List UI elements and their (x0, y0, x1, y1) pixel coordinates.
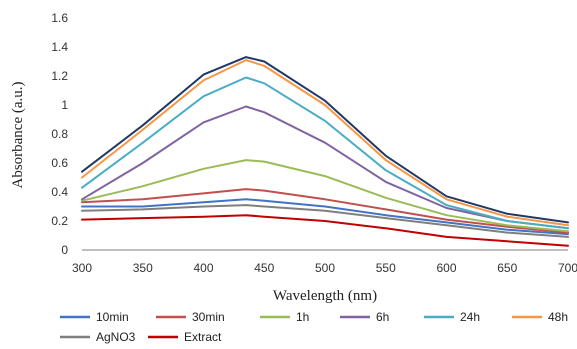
series-line-1h (81, 159, 569, 233)
y-tick-label: 0 (61, 243, 68, 257)
legend-label: Extract (184, 330, 222, 344)
series-line-extract (81, 214, 569, 247)
y-tick-label: 0.6 (51, 156, 68, 170)
legend-item-24h: 24h (424, 310, 480, 324)
x-tick-labels: 300 350 400 450 500 550 600 650 700 (72, 261, 577, 275)
series-line-10min (81, 198, 569, 236)
y-tick-label: 0.4 (51, 185, 68, 199)
legend-label: AgNO3 (96, 330, 136, 344)
x-tick-label: 300 (72, 261, 92, 275)
x-tick-label: 450 (254, 261, 274, 275)
legend-item-10min: 10min (60, 310, 129, 324)
series-line-72h (81, 56, 569, 224)
y-tick-label: 1 (61, 98, 68, 112)
y-tick-label: 1.4 (51, 40, 68, 54)
y-tick-label: 0.8 (51, 127, 68, 141)
legend-item-agno3: AgNO3 (60, 330, 136, 344)
x-tick-label: 600 (436, 261, 456, 275)
plot-lines (81, 56, 569, 247)
legend-item-48h: 48h (512, 310, 568, 324)
x-tick-label: 350 (133, 261, 153, 275)
legend-label: 48h (548, 310, 568, 324)
x-tick-label: 500 (315, 261, 335, 275)
legend-label: 30min (192, 310, 225, 324)
y-tick-label: 1.2 (51, 69, 68, 83)
legend-label: 24h (460, 310, 480, 324)
legend-item-30min: 30min (156, 310, 225, 324)
legend-label: 10min (96, 310, 129, 324)
x-tick-label: 650 (497, 261, 517, 275)
legend-item-extract: Extract (148, 330, 222, 344)
y-axis-title: Absorbance (a.u.) (10, 81, 26, 188)
x-tick-label: 550 (376, 261, 396, 275)
x-tick-label: 400 (193, 261, 213, 275)
legend: 10min30min1h6h24h48h72hAgNO3Extract (60, 310, 568, 344)
series-line-30min (81, 188, 569, 234)
legend-item-6h: 6h (340, 310, 389, 324)
y-tick-labels: 0 0.2 0.4 0.6 0.8 1 1.2 1.4 1.6 (51, 11, 68, 257)
series-line-6h (81, 105, 569, 230)
y-tick-label: 1.6 (51, 11, 68, 25)
legend-label: 1h (296, 310, 309, 324)
x-axis-title: Wavelength (nm) (273, 288, 377, 304)
series-line-24h (81, 76, 569, 230)
series-line-agno3 (81, 204, 569, 238)
legend-item-1h: 1h (260, 310, 309, 324)
y-tick-label: 0.2 (51, 214, 68, 228)
series-line-48h (81, 59, 569, 227)
x-tick-label: 700 (558, 261, 577, 275)
legend-label: 6h (376, 310, 389, 324)
